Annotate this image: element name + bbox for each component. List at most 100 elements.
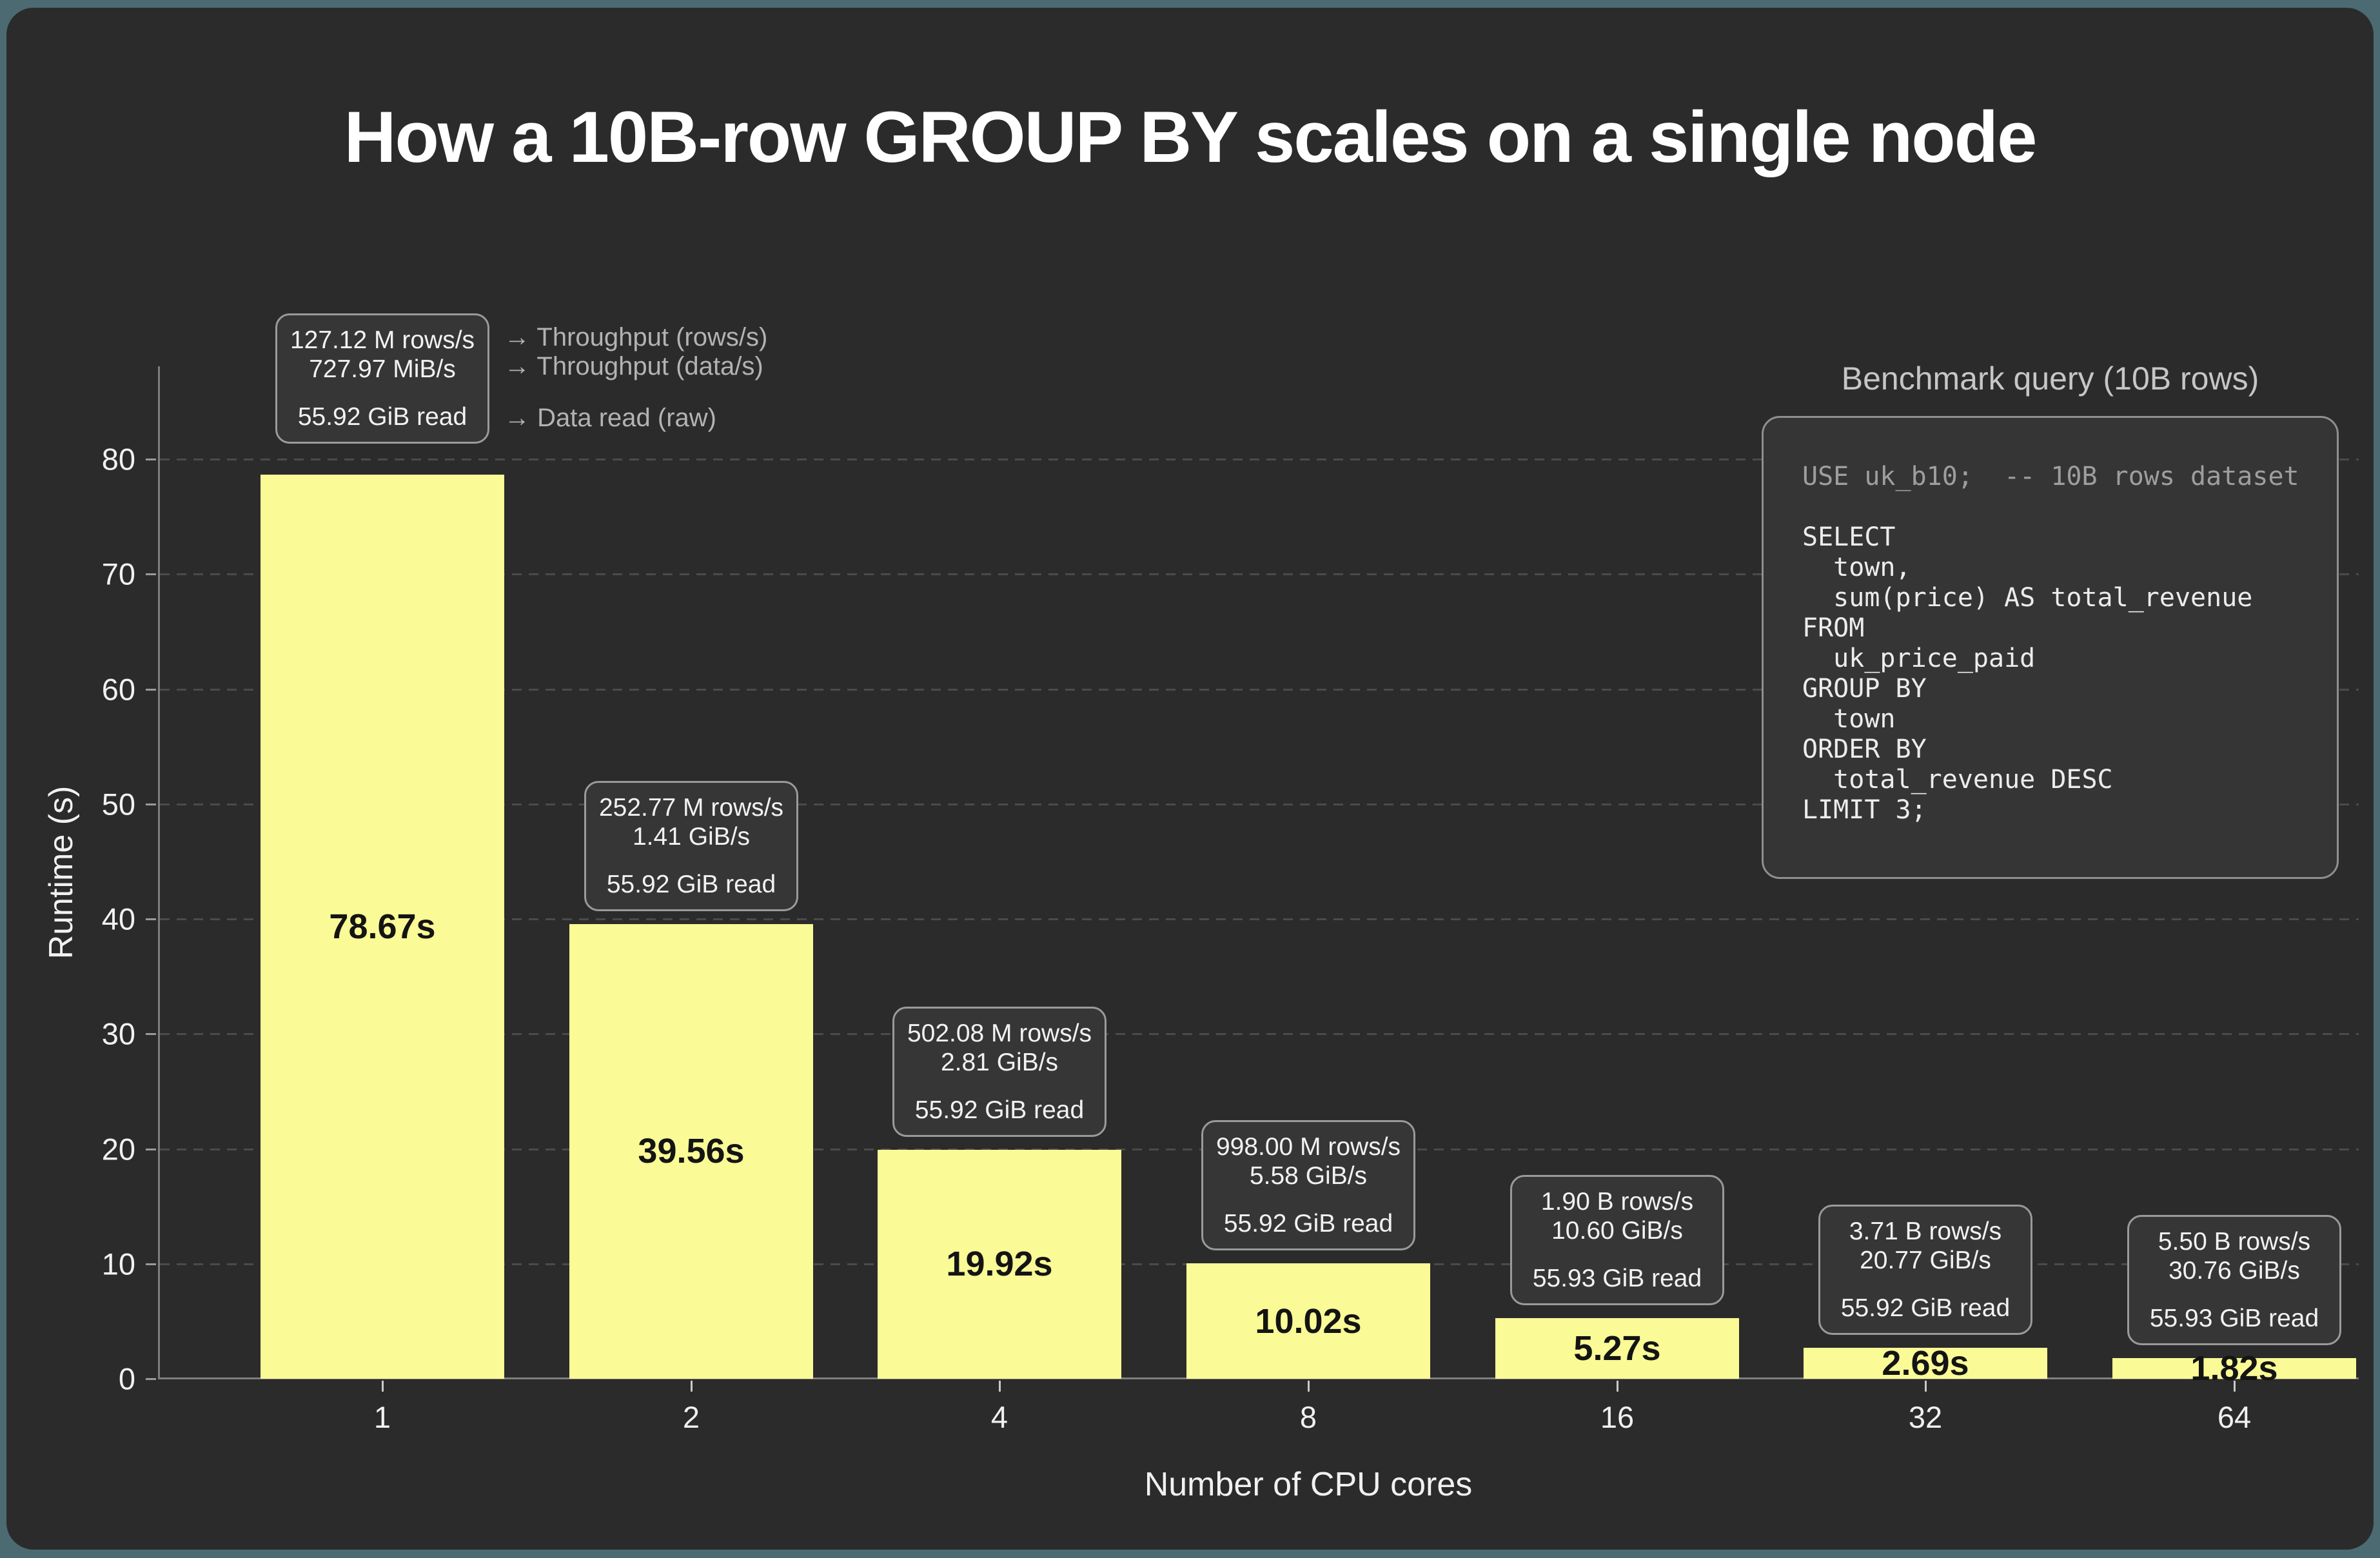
annotation-rows-per-s: 502.08 M rows/s [907,1019,1092,1047]
annotation-rows-per-s: 5.50 B rows/s [2158,1227,2311,1256]
legend-data-read: → Data read (raw) [504,404,716,432]
y-tick-mark-20 [146,1148,156,1150]
code-line: town [1802,704,1896,734]
y-tick-mark-10 [146,1263,156,1265]
code-line: LIMIT 3; [1802,795,1927,825]
runtime-bar: 19.92s [878,1149,1121,1379]
code-line: GROUP BY [1802,674,1927,704]
x-category-label: 32 [1908,1400,1943,1434]
bar-value-label: 19.92s [946,1245,1053,1284]
y-tick-label-70: 70 [101,557,135,591]
annotation-data-per-s: 1.41 GiB/s [632,822,751,851]
annotation-data-read: 55.92 GiB read [1840,1294,2011,1323]
code-line: total_revenue DESC [1802,765,2113,794]
y-axis-line [158,366,160,1379]
x-tick-mark [998,1381,1001,1392]
annotation-data-read: 55.92 GiB read [297,402,467,431]
sql-lines-container: SELECT town, sum(price) AS total_revenue… [1802,522,2298,825]
x-tick-mark [2233,1381,2236,1392]
annotation-data-per-s: 20.77 GiB/s [1860,1247,1991,1275]
x-tick-mark [1307,1381,1310,1392]
bar-value-label: 78.67s [329,907,436,946]
y-tick-label-50: 50 [101,787,135,822]
runtime-bar: 10.02s [1186,1263,1430,1379]
code-line: SELECT [1802,522,1896,552]
annotation-data-per-s: 30.76 GiB/s [2169,1256,2300,1285]
code-line: town, [1802,553,1911,582]
x-tick-mark [1616,1381,1618,1392]
y-tick-label-0: 0 [118,1361,135,1396]
x-category-label: 8 [1299,1400,1317,1434]
gridline-30 [160,1033,2359,1036]
annotation-data-read: 55.92 GiB read [1223,1210,1393,1238]
annotation-data-read: 55.92 GiB read [914,1096,1085,1124]
query-code-block: USE uk_b10; -- 10B rows dataset SELECT t… [1762,416,2339,879]
runtime-bar: 78.67s [261,474,504,1379]
bar-value-label: 1.82s [2190,1348,2278,1388]
y-tick-mark-50 [146,803,156,805]
y-tick-mark-70 [146,573,156,576]
bar-value-label: 39.56s [638,1132,745,1171]
annotation-data-per-s: 2.81 GiB/s [940,1048,1059,1076]
gridline-40 [160,918,2359,920]
runtime-bar: 1.82s [2112,1349,2356,1388]
y-axis-title: Runtime (s) [43,785,80,960]
code-line: sum(price) AS total_revenue [1802,583,2253,613]
annotation-box: 998.00 M rows/s 5.58 GiB/s 55.92 GiB rea… [1201,1120,1415,1251]
x-tick-mark [690,1381,693,1392]
x-category-label: 4 [990,1400,1008,1434]
x-tick-mark [1924,1381,1927,1392]
annotation-rows-per-s: 127.12 M rows/s [290,326,475,354]
y-tick-label-30: 30 [101,1016,135,1051]
y-tick-mark-80 [146,459,156,460]
annotation-data-read: 55.93 GiB read [1532,1265,1702,1293]
annotation-data-per-s: 10.60 GiB/s [1551,1217,1683,1245]
y-tick-mark-30 [146,1033,156,1036]
code-line: uk_price_paid [1802,644,2036,673]
annotation-box: 5.50 B rows/s 30.76 GiB/s 55.93 GiB read [2127,1214,2341,1345]
x-category-label: 1 [373,1400,391,1434]
y-tick-label-20: 20 [101,1132,135,1166]
gridline-70 [160,573,2359,576]
annotation-data-per-s: 5.58 GiB/s [1249,1162,1368,1190]
x-axis-title: Number of CPU cores [1144,1466,1473,1503]
y-tick-label-40: 40 [101,902,135,936]
runtime-bar: 2.69s [1804,1344,2047,1383]
legend-throughput-rows: → Throughput (rows/s) [504,323,768,351]
runtime-bar: 5.27s [1495,1318,1739,1379]
annotation-box: 1.90 B rows/s 10.60 GiB/s 55.93 GiB read [1510,1175,1724,1306]
annotation-box: 502.08 M rows/s 2.81 GiB/s 55.92 GiB rea… [892,1006,1106,1137]
y-tick-mark-60 [146,688,156,691]
bar-value-label: 2.69s [1882,1344,1969,1383]
annotation-data-per-s: 727.97 MiB/s [309,355,456,383]
bar-value-label: 5.27s [1573,1329,1661,1368]
gridline-80 [160,459,2359,460]
y-tick-label-80: 80 [101,442,135,477]
annotation-rows-per-s: 998.00 M rows/s [1215,1133,1401,1161]
gridline-50 [160,803,2359,805]
annotation-data-read: 55.93 GiB read [2149,1304,2319,1332]
annotation-rows-per-s: 1.90 B rows/s [1540,1188,1694,1216]
x-category-label: 16 [1600,1400,1635,1434]
x-category-label: 64 [2217,1400,2252,1434]
annotation-rows-per-s: 3.71 B rows/s [1849,1218,2002,1246]
annotation-box: 127.12 M rows/s 727.97 MiB/s 55.92 GiB r… [275,313,489,444]
code-line: ORDER BY [1802,735,1927,764]
y-tick-mark-0 [146,1378,156,1380]
annotation-box: 252.77 M rows/s 1.41 GiB/s 55.92 GiB rea… [584,780,798,911]
annotation-data-read: 55.92 GiB read [606,870,776,898]
annotation-legend: → Throughput (rows/s) → Throughput (data… [504,313,767,443]
y-tick-label-10: 10 [101,1247,135,1281]
query-panel-heading: Benchmark query (10B rows) [1841,360,2259,397]
code-blank-line [1802,492,2298,522]
legend-throughput-data: → Throughput (data/s) [504,352,763,380]
y-tick-label-60: 60 [101,672,135,706]
x-category-label: 2 [682,1400,700,1434]
annotation-rows-per-s: 252.77 M rows/s [598,793,784,822]
y-tick-mark-40 [146,918,156,920]
x-tick-mark [381,1381,384,1392]
code-comment-line: USE uk_b10; -- 10B rows dataset [1802,462,2299,491]
runtime-bar: 39.56s [569,923,813,1379]
gridline-60 [160,688,2359,691]
